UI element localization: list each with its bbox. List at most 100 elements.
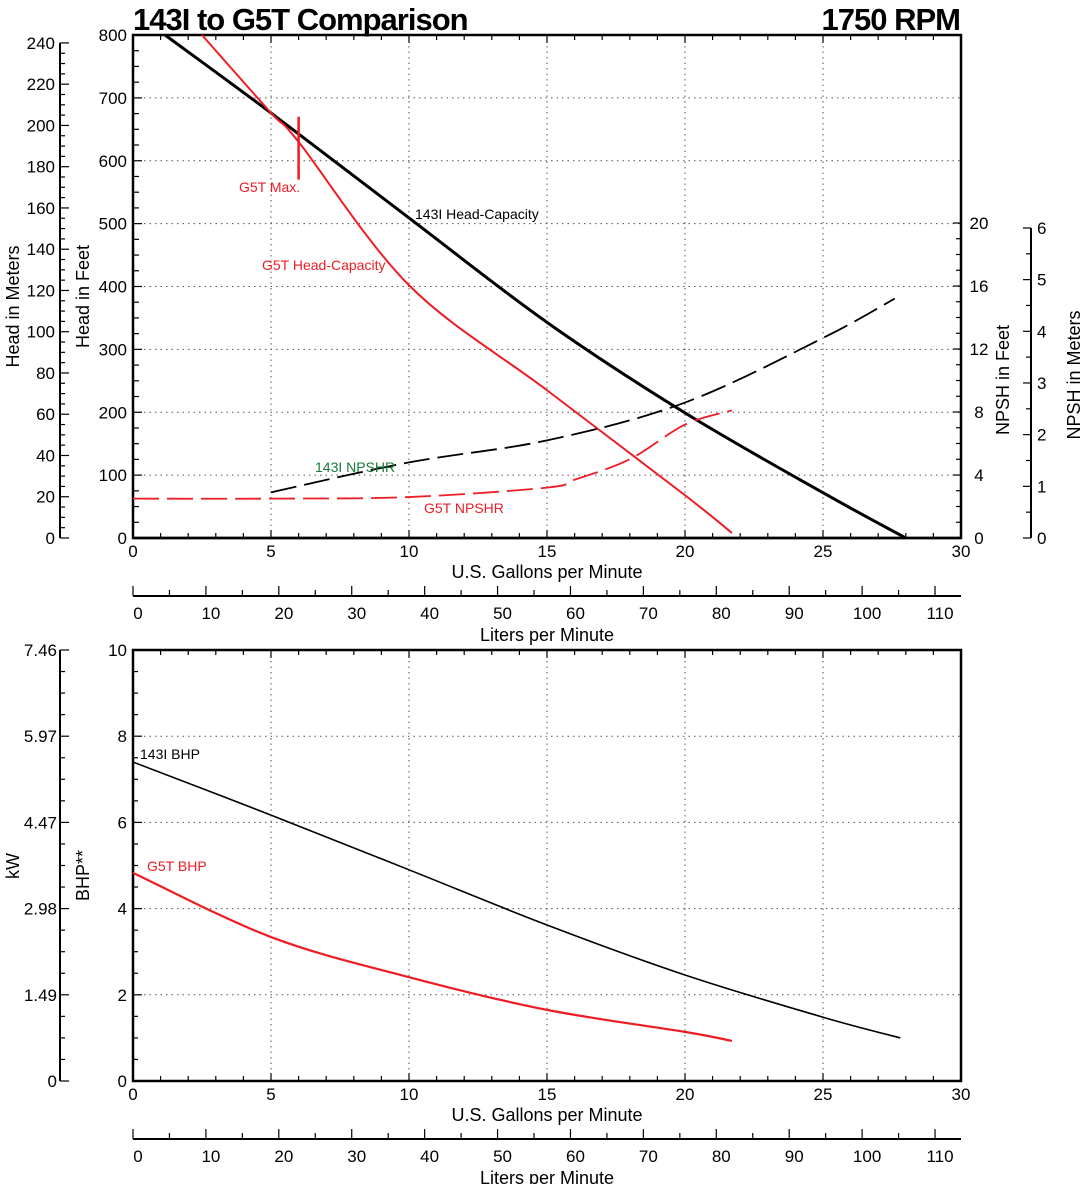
meters-tick-label: 140	[27, 240, 55, 259]
x-tick-label: 10	[400, 542, 419, 561]
x-tick-label: 25	[814, 1085, 833, 1104]
npsh-meters-tick-label: 6	[1037, 219, 1046, 238]
y-tick-label: 0	[118, 1072, 127, 1091]
lpm-tick-label: 10	[201, 1147, 220, 1166]
x-tick-label: 0	[128, 542, 137, 561]
npsh-tick-label: 20	[970, 214, 989, 233]
lpm-tick-label: 100	[853, 1147, 881, 1166]
meters-tick-label: 0	[46, 529, 55, 548]
kw-tick-label: 1.49	[24, 986, 57, 1005]
y-tick-label: 4	[118, 900, 127, 919]
meters-tick-label: 100	[27, 323, 55, 342]
x-tick-label: 15	[538, 1085, 557, 1104]
bhp-chart: 0 2 4 6 8 10 BHP** 0 1.49 2.98 4.47 5.97 7.46 kW 143I …	[3, 641, 970, 1184]
lpm-tick-label: 40	[420, 1147, 439, 1166]
head-g5t-line	[201, 34, 733, 534]
y-tick-label: 0	[118, 529, 127, 548]
npshr-143i-line	[270, 297, 896, 494]
chart-title: 143I to G5T Comparison	[133, 2, 468, 37]
g5t-max-label: G5T Max.	[239, 179, 300, 195]
meters-tick-label: 40	[36, 446, 55, 465]
meters-tick-label: 20	[36, 488, 55, 507]
x-tick-label: 5	[266, 1085, 275, 1104]
x-tick-label: 30	[952, 1085, 971, 1104]
npshr-143i-label: 143I NPSHR	[315, 459, 395, 475]
kw-tick-label: 2.98	[24, 900, 57, 919]
y-tick-label: 10	[108, 641, 127, 660]
npsh-tick-label: 4	[974, 466, 983, 485]
lpm-tick-label: 20	[274, 1147, 293, 1166]
meters-tick-label: 160	[27, 199, 55, 218]
y-axis-label: Head in Feet	[73, 245, 93, 348]
x-tick-label: 20	[676, 1085, 695, 1104]
bhp-143i-line	[132, 761, 901, 1039]
x-tick-label: 30	[952, 542, 971, 561]
x-tick-label: 15	[538, 542, 557, 561]
lpm-tick-label: 0	[133, 604, 142, 623]
y-tick-label: 500	[99, 215, 127, 234]
npsh-meters-tick-label: 4	[1037, 322, 1046, 341]
head-143i-label: 143I Head-Capacity	[415, 206, 539, 222]
y-tick-label: 400	[99, 278, 127, 297]
lpm-tick-label: 0	[133, 1147, 142, 1166]
lpm-axis-label: Liters per Minute	[480, 625, 614, 645]
x-axis-label: U.S. Gallons per Minute	[451, 562, 642, 582]
meters-tick-label: 200	[27, 116, 55, 135]
x-tick-label: 20	[676, 542, 695, 561]
kw-tick-label: 4.47	[24, 813, 57, 832]
y-tick-label: 300	[99, 340, 127, 359]
lpm-tick-label: 40	[420, 604, 439, 623]
npshr-g5t-label: G5T NPSHR	[424, 500, 504, 516]
kw-tick-label: 5.97	[24, 727, 57, 746]
npsh-meters-tick-label: 1	[1037, 477, 1046, 496]
y-tick-label: 8	[118, 727, 127, 746]
lpm-tick-label: 50	[493, 604, 512, 623]
x-tick-label: 5	[266, 542, 275, 561]
meters-tick-label: 80	[36, 364, 55, 383]
kw-tick-label: 7.46	[24, 641, 57, 660]
lpm-tick-label: 80	[712, 604, 731, 623]
meters-tick-label: 60	[36, 405, 55, 424]
y-tick-label: 100	[99, 466, 127, 485]
head-g5t-label: G5T Head-Capacity	[262, 257, 385, 273]
bhp-g5t-line	[132, 871, 733, 1043]
lpm-tick-label: 70	[639, 604, 658, 623]
lpm-tick-label: 30	[347, 604, 366, 623]
npsh-meters-tick-label: 3	[1037, 374, 1046, 393]
npsh-meters-tick-label: 0	[1037, 529, 1046, 548]
meters-tick-label: 120	[27, 281, 55, 300]
npsh-tick-label: 0	[974, 529, 983, 548]
lpm-tick-label: 90	[785, 1147, 804, 1166]
lpm-tick-label: 80	[712, 1147, 731, 1166]
lpm-tick-label: 60	[566, 604, 585, 623]
lpm-tick-label: 100	[853, 604, 881, 623]
lpm-tick-label: 20	[274, 604, 293, 623]
lpm-tick-label: 50	[493, 1147, 512, 1166]
npsh-meters-axis-label: NPSH in Meters	[1064, 310, 1084, 439]
lpm-tick-label: 90	[785, 604, 804, 623]
y-tick-label: 800	[99, 26, 127, 45]
y-tick-label: 2	[118, 986, 127, 1005]
lpm-tick-label: 60	[566, 1147, 585, 1166]
x-tick-label: 25	[814, 542, 833, 561]
kw-tick-label: 0	[48, 1072, 57, 1091]
x-tick-label: 0	[128, 1085, 137, 1104]
x-tick-label: 10	[400, 1085, 419, 1104]
y-axis-label: BHP**	[73, 850, 93, 901]
y-tick-label: 6	[118, 813, 127, 832]
meters-tick-label: 220	[27, 75, 55, 94]
npsh-meters-tick-label: 2	[1037, 426, 1046, 445]
meters-tick-label: 180	[27, 158, 55, 177]
npshr-g5t-line	[132, 409, 733, 500]
lpm-tick-label: 30	[347, 1147, 366, 1166]
lpm-tick-label: 110	[926, 1147, 953, 1166]
y-tick-label: 700	[99, 89, 127, 108]
y-tick-label: 200	[99, 403, 127, 422]
npsh-tick-label: 16	[970, 277, 989, 296]
x-axis-label: U.S. Gallons per Minute	[451, 1105, 642, 1125]
meters-tick-label: 240	[27, 34, 55, 53]
kw-axis-label: kW	[3, 853, 23, 879]
bhp-143i-label: 143I BHP	[140, 746, 200, 762]
